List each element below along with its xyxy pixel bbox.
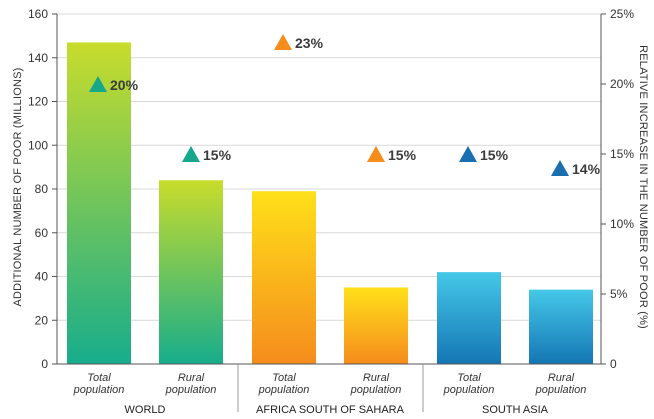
- category-label: Rural population: [350, 372, 402, 396]
- category-label: Total population: [443, 372, 495, 396]
- y-axis-title: ADDITIONAL NUMBER OF POOR (MILLIONS): [12, 67, 24, 306]
- y-tick-label: 60: [35, 226, 49, 240]
- group-label: AFRICA SOUTH OF SAHARA: [256, 404, 405, 416]
- y-tick-label: 120: [28, 95, 48, 109]
- percent-markers: 20% 15% 23% 15% 15% 14%: [89, 34, 601, 177]
- y2-axis-ticks: 0 5% 10% 15% 20% 25%: [601, 7, 634, 371]
- group-label: WORLD: [125, 404, 166, 416]
- triangle-marker: [274, 34, 292, 50]
- y2-tick-label: 10%: [610, 217, 634, 231]
- percent-label: 15%: [480, 147, 509, 163]
- y2-tick-label: 5%: [610, 287, 628, 301]
- triangle-marker: [551, 160, 569, 176]
- y-axis-ticks: 0 20 40 60 80 100 120 140 160: [28, 7, 57, 371]
- bar: [159, 180, 223, 364]
- y2-axis-title: RELATIVE INCREASE IN THE NUMBER OF POOR …: [637, 45, 649, 329]
- y2-tick-label: 20%: [610, 77, 634, 91]
- percent-label: 14%: [572, 161, 601, 177]
- percent-label: 23%: [295, 35, 324, 51]
- y-tick-label: 20: [35, 313, 49, 327]
- percent-label: 20%: [110, 77, 139, 93]
- bars: [67, 42, 593, 364]
- y-tick-label: 100: [28, 138, 48, 152]
- bar: [67, 42, 131, 364]
- group-labels: WORLD AFRICA SOUTH OF SAHARA SOUTH ASIA: [125, 364, 549, 416]
- percent-label: 15%: [388, 147, 417, 163]
- triangle-marker: [182, 146, 200, 162]
- category-label: Total population: [73, 372, 125, 396]
- triangle-marker: [459, 146, 477, 162]
- y-tick-label: 160: [28, 7, 48, 21]
- bar: [252, 191, 316, 364]
- gridlines: [57, 13, 601, 321]
- category-label: Rural population: [535, 372, 587, 396]
- bar: [437, 272, 501, 364]
- category-label: Total population: [258, 372, 310, 396]
- bar: [529, 289, 593, 364]
- triangle-marker: [89, 76, 107, 92]
- y2-tick-label: 0: [610, 357, 617, 371]
- y2-tick-label: 15%: [610, 147, 634, 161]
- category-label: Rural population: [165, 372, 217, 396]
- y-tick-label: 0: [41, 357, 48, 371]
- y-tick-label: 140: [28, 51, 48, 65]
- bar: [344, 287, 408, 364]
- y2-tick-label: 25%: [610, 7, 634, 21]
- category-labels: Total population Rural population Total popul…: [73, 372, 587, 396]
- y-tick-label: 40: [35, 270, 49, 284]
- percent-label: 15%: [203, 147, 232, 163]
- group-label: SOUTH ASIA: [482, 404, 549, 416]
- y-tick-label: 80: [35, 182, 49, 196]
- triangle-marker: [367, 146, 385, 162]
